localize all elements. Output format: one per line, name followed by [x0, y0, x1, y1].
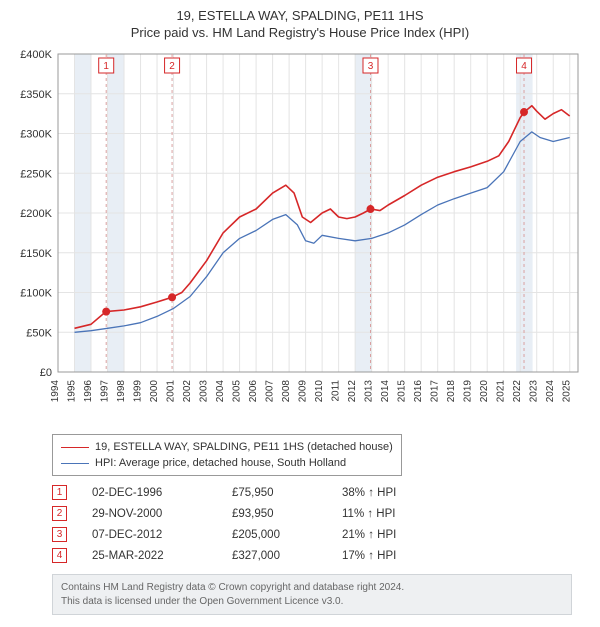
legend-swatch — [61, 447, 89, 448]
legend: 19, ESTELLA WAY, SPALDING, PE11 1HS (det… — [52, 434, 402, 476]
cell-delta: 38% ↑ HPI — [342, 482, 406, 503]
cell-price: £75,950 — [232, 482, 342, 503]
cell-date: 25-MAR-2022 — [92, 545, 232, 566]
cell-num: 3 — [52, 524, 92, 545]
cell-num: 2 — [52, 503, 92, 524]
svg-text:3: 3 — [368, 61, 374, 72]
svg-text:2007: 2007 — [265, 380, 276, 403]
table-row: 1 02-DEC-1996£75,95038% ↑ HPI — [52, 482, 406, 503]
svg-text:2017: 2017 — [430, 380, 441, 403]
svg-text:2023: 2023 — [529, 380, 540, 403]
svg-text:1999: 1999 — [133, 380, 144, 403]
footer-line-2: This data is licensed under the Open Gov… — [61, 595, 563, 609]
svg-text:2025: 2025 — [562, 380, 573, 403]
marker-number-box: 3 — [52, 527, 67, 542]
svg-text:£200K: £200K — [20, 208, 52, 220]
svg-text:2002: 2002 — [182, 380, 193, 403]
svg-text:1995: 1995 — [67, 380, 78, 403]
svg-text:£150K: £150K — [20, 248, 52, 260]
svg-text:2016: 2016 — [413, 380, 424, 403]
svg-text:2015: 2015 — [397, 380, 408, 403]
svg-text:2003: 2003 — [199, 380, 210, 403]
legend-item: 19, ESTELLA WAY, SPALDING, PE11 1HS (det… — [61, 439, 393, 455]
footer-line-1: Contains HM Land Registry data © Crown c… — [61, 581, 563, 595]
svg-text:2005: 2005 — [232, 380, 243, 403]
svg-text:2020: 2020 — [479, 380, 490, 403]
svg-text:2000: 2000 — [149, 380, 160, 403]
cell-delta: 11% ↑ HPI — [342, 503, 406, 524]
title-block: 19, ESTELLA WAY, SPALDING, PE11 1HS Pric… — [12, 8, 588, 40]
cell-price: £93,950 — [232, 503, 342, 524]
marker-number-box: 2 — [52, 506, 67, 521]
svg-text:2006: 2006 — [248, 380, 259, 403]
legend-swatch — [61, 463, 89, 464]
line-chart-svg: £0 £50K £100K £150K £200K £250K £300K £350K £400… — [12, 46, 588, 426]
cell-price: £205,000 — [232, 524, 342, 545]
svg-text:£350K: £350K — [20, 89, 52, 101]
svg-text:1994: 1994 — [50, 380, 61, 403]
cell-num: 1 — [52, 482, 92, 503]
chart-plot: £0 £50K £100K £150K £200K £250K £300K £350K £400… — [12, 46, 588, 426]
cell-date: 07-DEC-2012 — [92, 524, 232, 545]
marker-number-box: 1 — [52, 485, 67, 500]
cell-date: 02-DEC-1996 — [92, 482, 232, 503]
svg-text:2014: 2014 — [380, 380, 391, 403]
svg-text:2008: 2008 — [281, 380, 292, 403]
svg-text:£400K: £400K — [20, 49, 52, 61]
table-row: 4 25-MAR-2022£327,00017% ↑ HPI — [52, 545, 406, 566]
title-main: 19, ESTELLA WAY, SPALDING, PE11 1HS — [12, 8, 588, 23]
svg-text:2001: 2001 — [166, 380, 177, 403]
svg-text:2009: 2009 — [298, 380, 309, 403]
cell-delta: 21% ↑ HPI — [342, 524, 406, 545]
svg-text:1996: 1996 — [83, 380, 94, 403]
attribution-footer: Contains HM Land Registry data © Crown c… — [52, 574, 572, 615]
cell-num: 4 — [52, 545, 92, 566]
svg-text:2010: 2010 — [314, 380, 325, 403]
svg-text:2022: 2022 — [512, 380, 523, 403]
legend-label: 19, ESTELLA WAY, SPALDING, PE11 1HS (det… — [95, 441, 393, 453]
svg-text:£100K: £100K — [20, 288, 52, 300]
svg-text:£250K: £250K — [20, 168, 52, 180]
cell-delta: 17% ↑ HPI — [342, 545, 406, 566]
svg-text:2019: 2019 — [463, 380, 474, 403]
svg-text:£300K: £300K — [20, 129, 52, 141]
svg-text:2011: 2011 — [331, 380, 342, 402]
svg-text:2012: 2012 — [347, 380, 358, 403]
svg-text:2: 2 — [169, 61, 175, 72]
svg-text:1997: 1997 — [100, 380, 111, 403]
svg-text:2013: 2013 — [364, 380, 375, 403]
table-row: 3 07-DEC-2012£205,00021% ↑ HPI — [52, 524, 406, 545]
table-row: 2 29-NOV-2000£93,95011% ↑ HPI — [52, 503, 406, 524]
svg-text:2021: 2021 — [496, 380, 507, 403]
cell-price: £327,000 — [232, 545, 342, 566]
svg-text:2018: 2018 — [446, 380, 457, 403]
svg-text:2024: 2024 — [545, 380, 556, 403]
marker-number-box: 4 — [52, 548, 67, 563]
svg-text:£0: £0 — [40, 367, 52, 379]
svg-text:2004: 2004 — [215, 380, 226, 403]
legend-label: HPI: Average price, detached house, Sout… — [95, 457, 346, 469]
svg-text:£50K: £50K — [26, 327, 52, 339]
cell-date: 29-NOV-2000 — [92, 503, 232, 524]
title-sub: Price paid vs. HM Land Registry's House … — [12, 25, 588, 40]
transaction-table: 1 02-DEC-1996£75,95038% ↑ HPI 2 29-NOV-2000… — [52, 482, 406, 566]
svg-text:4: 4 — [521, 61, 527, 72]
legend-item: HPI: Average price, detached house, Sout… — [61, 455, 393, 471]
svg-text:1: 1 — [103, 61, 109, 72]
svg-text:1998: 1998 — [116, 380, 127, 403]
chart-container: 19, ESTELLA WAY, SPALDING, PE11 1HS Pric… — [0, 0, 600, 627]
